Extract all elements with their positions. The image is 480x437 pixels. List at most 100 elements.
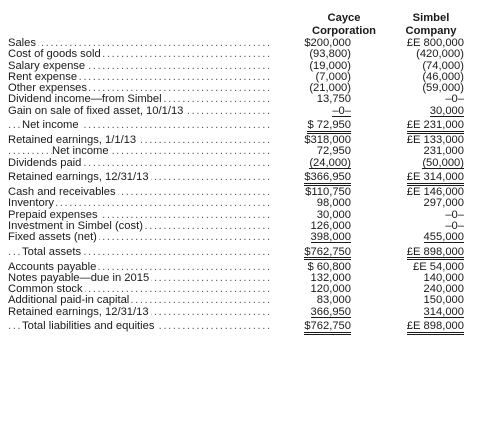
row-label-text: Cost of goods sold xyxy=(8,49,103,61)
cayce-value: (21,000) xyxy=(278,82,374,94)
simbel-value: 314,000 xyxy=(374,305,468,318)
statement-row: ........................................… xyxy=(8,134,470,146)
statement-row: ........................................… xyxy=(8,70,470,83)
row-label-text: Notes payable—due in 2015 xyxy=(8,272,152,284)
row-label: ........................................… xyxy=(8,232,278,243)
statement-row: ........................................… xyxy=(8,321,470,335)
statement-row: ........................................… xyxy=(8,197,470,210)
statement-row: ........................................… xyxy=(8,283,470,295)
cayce-header-line2: Corporation xyxy=(311,25,376,37)
row-label: ........................................… xyxy=(8,220,278,232)
row-label-text: Sales xyxy=(8,38,38,49)
row-label: ........................................… xyxy=(8,306,278,318)
cayce-value: 132,000 xyxy=(278,272,374,284)
cayce-value-text: $110,750 xyxy=(305,186,351,198)
simbel-value: £E 898,000 xyxy=(374,321,468,335)
row-label: ........................................… xyxy=(8,246,278,258)
simbel-value-text: 297,000 xyxy=(423,197,464,210)
cayce-value: $762,750 xyxy=(278,246,374,260)
cayce-value: 126,000 xyxy=(278,219,374,232)
row-label: ........................................… xyxy=(8,60,278,72)
row-label: ........................................… xyxy=(8,198,278,210)
row-label-text: Fixed assets (net) xyxy=(8,232,99,243)
simbel-header-line2: Company xyxy=(405,25,457,37)
row-label: ........................................… xyxy=(8,284,278,295)
simbel-value: 140,000 xyxy=(374,272,468,284)
simbel-value: –0– xyxy=(374,94,468,105)
cayce-value: (93,800) xyxy=(278,49,374,60)
statement-row: ........................................… xyxy=(8,295,470,307)
cayce-value: 398,000 xyxy=(278,231,374,244)
cayce-value-text: 398,000 xyxy=(310,231,351,244)
cayce-value-text: (19,000) xyxy=(309,59,351,72)
cayce-value: $200,000 xyxy=(278,37,374,49)
leader-dots: ........................................… xyxy=(8,209,272,221)
cayce-value-text: $ 60,800 xyxy=(307,260,351,273)
simbel-value: £E 54,000 xyxy=(374,260,468,273)
row-label-text: Additional paid-in capital xyxy=(8,295,132,307)
statement-row: ........................................… xyxy=(8,59,470,72)
leader-dots: ........................................… xyxy=(8,60,272,72)
statement-row: ........................................… xyxy=(8,186,470,198)
row-label: ........................................… xyxy=(8,157,278,169)
row-label-text: Investment in Simbel (cost) xyxy=(8,220,145,232)
row-label: ........................................… xyxy=(8,272,278,284)
row-label-text: Net income xyxy=(52,146,111,158)
cayce-value-text: $366,950 xyxy=(304,172,351,186)
simbel-value-text: 30,000 xyxy=(429,104,464,117)
row-label-text: Salary expense xyxy=(8,60,88,72)
simbel-value-text: £E 231,000 xyxy=(406,120,464,134)
row-label: ........................................… xyxy=(8,321,278,333)
statement-row: ........................................… xyxy=(8,94,470,106)
cayce-value: (19,000) xyxy=(278,59,374,72)
statement-row: ........................................… xyxy=(8,146,470,158)
simbel-value: £E 314,000 xyxy=(374,172,468,186)
row-label: ........................................… xyxy=(8,187,278,198)
simbel-value-text: (420,000) xyxy=(416,48,464,61)
cayce-value-text: (7,000) xyxy=(315,70,351,83)
cayce-value-text: 120,000 xyxy=(310,283,351,295)
row-label-text: Retained earnings, 12/31/13 xyxy=(8,172,151,184)
simbel-value: 150,000 xyxy=(374,295,468,306)
row-label-text: Gain on sale of fixed asset, 10/1/13 xyxy=(8,105,186,117)
leader-dots: ........................................… xyxy=(8,198,272,210)
statement-row: ........................................… xyxy=(8,219,470,232)
cayce-value-text: $762,750 xyxy=(304,246,351,260)
cayce-value: 30,000 xyxy=(278,209,374,221)
simbel-value-text: £E 54,000 xyxy=(412,260,464,273)
leader-dots: ........................................… xyxy=(8,71,272,83)
row-label: ........................................… xyxy=(8,295,278,307)
simbel-value-text: 314,000 xyxy=(423,305,464,318)
cayce-value-text: 98,000 xyxy=(316,197,351,210)
cayce-value: (24,000) xyxy=(278,156,374,169)
row-label-text: Rent expense xyxy=(8,71,80,83)
cayce-value: 72,950 xyxy=(278,146,374,157)
simbel-column-header: Simbel Company xyxy=(392,6,470,38)
simbel-value-text: £E 800,000 xyxy=(406,37,464,49)
simbel-value-text: £E 133,000 xyxy=(406,134,464,146)
row-label: ........................................… xyxy=(8,261,278,273)
row-label-text: Total assets xyxy=(22,246,84,258)
cayce-value-text: –0– xyxy=(332,104,351,117)
simbel-value-text: (46,000) xyxy=(422,70,464,83)
simbel-value: 231,000 xyxy=(374,146,468,157)
simbel-value: £E 133,000 xyxy=(374,134,468,146)
row-label: ........................................… xyxy=(8,120,278,132)
row-label-text: Total liabilities and equities xyxy=(22,321,157,333)
cayce-value-text: 126,000 xyxy=(310,219,351,232)
leader-dots: ........................................… xyxy=(8,135,272,146)
leader-dots: ........................................… xyxy=(8,146,272,158)
statement-row: ........................................… xyxy=(8,272,470,284)
statement-row: ........................................… xyxy=(8,209,470,221)
statement-row: ........................................… xyxy=(8,260,470,273)
cayce-value: $ 60,800 xyxy=(278,260,374,273)
cayce-value: 98,000 xyxy=(278,198,374,209)
leader-dots: ........................................… xyxy=(8,120,272,132)
row-label-text: Common stock xyxy=(8,284,85,295)
cayce-value-text: 72,950 xyxy=(316,145,351,158)
statement-row: ........................................… xyxy=(8,120,470,134)
cayce-value-text: (24,000) xyxy=(309,156,351,169)
leader-dots: ........................................… xyxy=(8,49,272,61)
simbel-value: £E 231,000 xyxy=(374,120,468,134)
